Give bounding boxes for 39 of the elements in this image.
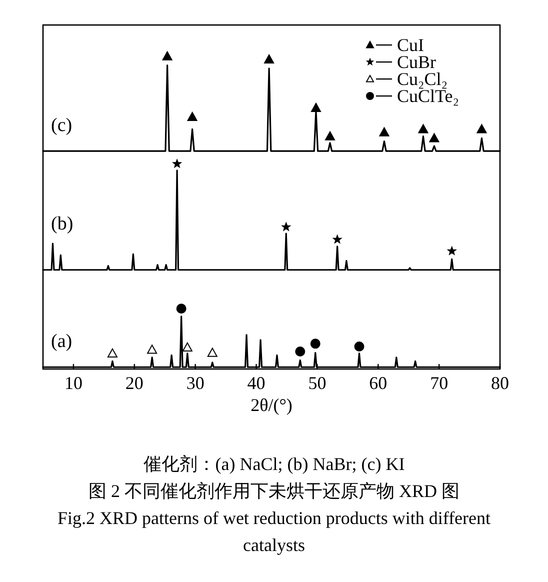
point bbox=[429, 133, 440, 142]
legend-label: CuBr bbox=[397, 52, 436, 72]
x-tick-label: 50 bbox=[308, 373, 326, 393]
x-tick-label: 20 bbox=[125, 373, 144, 393]
x-tick-label: 70 bbox=[430, 373, 448, 393]
point bbox=[162, 51, 172, 60]
x-tick-label: 10 bbox=[64, 373, 82, 393]
point bbox=[182, 342, 192, 352]
point bbox=[332, 234, 342, 244]
x-tick-label: 40 bbox=[247, 373, 266, 393]
point bbox=[379, 127, 390, 136]
x-tick-label: 60 bbox=[369, 373, 388, 393]
caption: Fig.2 XRD patterns of wet reduction products with different catalysts bbox=[57, 508, 491, 555]
text: 催化剂：(a) NaCl; (b) NaBr; (c) KI bbox=[143, 454, 405, 474]
point bbox=[147, 344, 158, 354]
point bbox=[476, 124, 487, 134]
series-label: (a) bbox=[51, 331, 72, 352]
point bbox=[107, 348, 118, 358]
series-label: (c) bbox=[51, 115, 72, 136]
point bbox=[187, 112, 198, 122]
x-tick-label: 80 bbox=[491, 373, 509, 393]
legend-label: CuI bbox=[397, 35, 424, 55]
point bbox=[207, 348, 218, 357]
point bbox=[295, 346, 306, 356]
x-tick-label: 30 bbox=[186, 373, 204, 393]
caption: 图 2 不同催化剂作用下未烘干还原产物 XRD 图 bbox=[88, 481, 460, 501]
point bbox=[324, 131, 335, 140]
point bbox=[172, 159, 182, 168]
series-label: (b) bbox=[51, 214, 74, 235]
point bbox=[354, 341, 364, 352]
point bbox=[310, 338, 320, 349]
point bbox=[282, 222, 291, 231]
point bbox=[447, 246, 456, 256]
point bbox=[176, 304, 186, 314]
legend-label: Cu₂Cl₂ bbox=[397, 69, 448, 89]
point bbox=[310, 102, 321, 112]
point bbox=[418, 124, 428, 134]
point bbox=[264, 54, 274, 64]
x-axis-title: 2θ/(°) bbox=[250, 395, 292, 415]
